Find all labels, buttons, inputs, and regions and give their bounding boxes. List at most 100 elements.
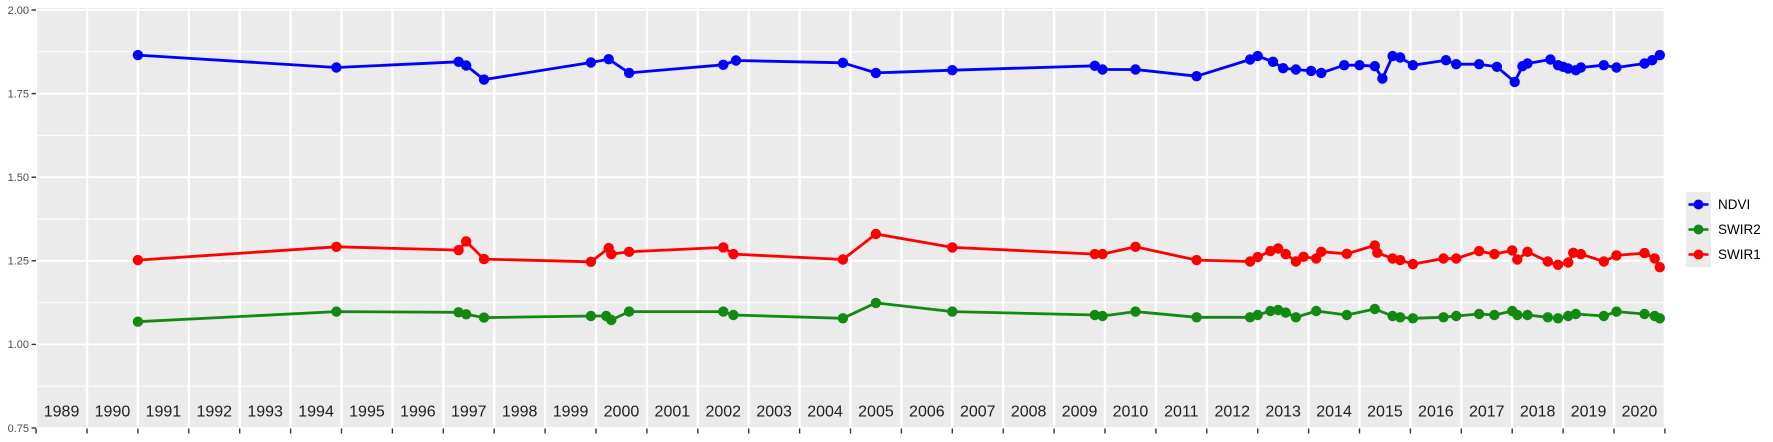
- y-tick-label: 1.25: [8, 256, 29, 268]
- x-tick-label: 2002: [705, 404, 741, 421]
- data-point: [1647, 55, 1658, 66]
- data-point: [1407, 258, 1419, 270]
- data-point: [1089, 309, 1101, 321]
- x-tick-label: 2008: [1011, 404, 1047, 421]
- data-point: [1191, 71, 1202, 82]
- data-point: [1089, 248, 1101, 260]
- data-point: [1451, 58, 1462, 70]
- data-point: [331, 62, 342, 73]
- data-point: [1611, 306, 1622, 317]
- data-point: [1369, 60, 1381, 72]
- data-point: [1130, 306, 1141, 317]
- legend-label-swir2: SWIR2: [1718, 222, 1761, 237]
- y-tick-label: 1.75: [8, 88, 29, 100]
- legend-key-swir1: [1686, 242, 1711, 267]
- y-tick-label: 1.00: [8, 339, 29, 351]
- data-point: [1305, 65, 1317, 77]
- data-point: [1089, 60, 1101, 71]
- data-point: [1097, 248, 1108, 260]
- x-tick-label: 1992: [196, 404, 232, 421]
- data-point: [947, 306, 958, 317]
- x-tick-label: 2003: [756, 404, 792, 421]
- data-point: [947, 65, 958, 76]
- y-tick-label: 2.00: [8, 5, 29, 17]
- data-point: [1341, 309, 1353, 321]
- data-point: [1191, 312, 1202, 323]
- data-point: [1489, 248, 1500, 260]
- data-point: [728, 248, 739, 260]
- data-point: [1191, 254, 1202, 266]
- data-point: [1097, 310, 1108, 322]
- x-tick-label: 1990: [95, 404, 131, 421]
- x-tick-label: 2017: [1469, 404, 1505, 421]
- data-point: [1280, 248, 1291, 260]
- x-tick-label: 1993: [247, 404, 283, 421]
- x-tick-label: 2016: [1418, 404, 1454, 421]
- data-point: [1654, 313, 1666, 324]
- data-point: [1563, 257, 1574, 268]
- data-point: [1598, 256, 1610, 267]
- data-point: [1369, 303, 1381, 315]
- x-tick-label: 2012: [1214, 404, 1250, 421]
- data-point: [1316, 246, 1327, 257]
- data-point: [1438, 253, 1449, 264]
- data-point: [1545, 54, 1556, 65]
- x-tick-label: 1997: [451, 404, 487, 421]
- data-point: [1354, 59, 1365, 71]
- y-tick-label: 0.75: [8, 423, 29, 435]
- data-point: [1552, 259, 1564, 270]
- data-point: [585, 256, 597, 267]
- legend-item-swir1: SWIR1: [1686, 242, 1761, 267]
- x-tick-label: 1989: [44, 404, 80, 421]
- series-swir1: [132, 228, 1666, 273]
- data-point: [1372, 247, 1383, 258]
- data-point: [1290, 312, 1302, 323]
- legend-label-swir1: SWIR1: [1718, 247, 1761, 262]
- data-point: [1290, 256, 1302, 267]
- data-point: [1244, 256, 1256, 267]
- data-point: [1489, 309, 1500, 321]
- data-point: [331, 306, 342, 317]
- data-point: [1395, 312, 1406, 323]
- data-point: [730, 55, 742, 66]
- data-point: [1272, 243, 1284, 254]
- data-point: [1542, 312, 1554, 323]
- data-point: [1654, 49, 1666, 61]
- data-point: [585, 310, 597, 322]
- x-tick-label: 2010: [1113, 404, 1149, 421]
- data-point: [1512, 309, 1523, 321]
- x-tick-label: 1998: [502, 404, 538, 421]
- x-tick-label: 1995: [349, 404, 385, 421]
- legend-key-ndvi: [1686, 192, 1711, 217]
- x-tick-label: 1996: [400, 404, 436, 421]
- data-point: [1298, 251, 1309, 262]
- data-point: [1252, 309, 1263, 321]
- data-point: [1339, 59, 1350, 71]
- x-tick-label: 2001: [655, 404, 691, 421]
- x-tick-label: 2011: [1164, 404, 1199, 421]
- y-tick-label: 1.50: [8, 172, 29, 184]
- x-tick-label: 2018: [1520, 404, 1556, 421]
- x-tick-label: 2005: [858, 404, 894, 421]
- data-point: [1570, 308, 1582, 320]
- data-point: [1512, 254, 1523, 265]
- y-axis: 2.00 1.75 1.50 1.25 1.00 0.75: [8, 5, 36, 435]
- legend-label-ndvi: NDVI: [1718, 197, 1751, 212]
- x-tick-label: 2015: [1367, 404, 1403, 421]
- data-point: [1649, 253, 1660, 264]
- x-tick-label: 2014: [1316, 404, 1352, 421]
- data-point: [1654, 262, 1666, 273]
- data-point: [1265, 305, 1276, 317]
- data-point: [1473, 245, 1485, 257]
- data-point: [453, 244, 464, 256]
- legend-key-swir2: [1686, 217, 1711, 242]
- data-point: [132, 316, 144, 327]
- data-point: [870, 297, 882, 309]
- data-point: [1575, 62, 1587, 73]
- data-point: [1509, 76, 1520, 88]
- data-point: [1598, 310, 1610, 322]
- data-point: [1575, 248, 1587, 260]
- data-point: [718, 59, 729, 70]
- data-point: [1491, 61, 1503, 72]
